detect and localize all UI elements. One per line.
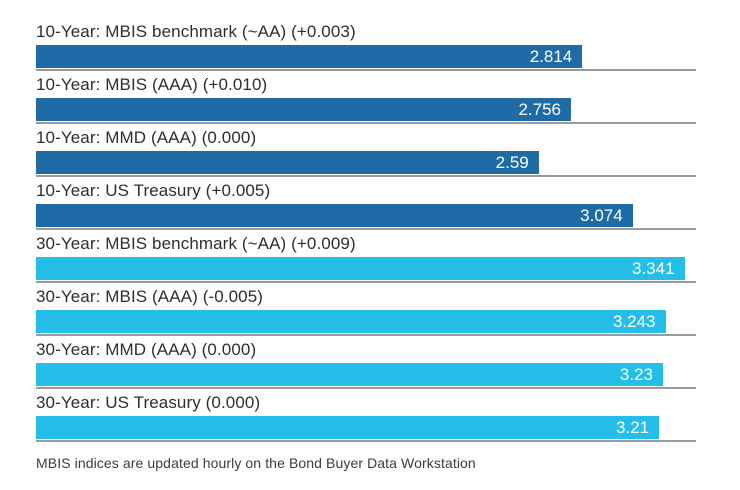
bar-track: 3.21: [36, 416, 696, 439]
bar-track: 2.814: [36, 45, 696, 68]
chart-row: 10-Year: US Treasury (+0.005) 3.074: [36, 177, 696, 230]
bar-label: 30-Year: MMD (AAA) (0.000): [36, 340, 257, 359]
bar: 3.341: [36, 257, 685, 280]
bar-label: 30-Year: MBIS benchmark (~AA) (+0.009): [36, 234, 356, 253]
bar: 3.23: [36, 363, 663, 386]
bar-track: 3.074: [36, 204, 696, 227]
bar-label: 10-Year: MMD (AAA) (0.000): [36, 128, 257, 147]
row-separator-line: [36, 281, 696, 283]
bar-label: 30-Year: MBIS (AAA) (-0.005): [36, 287, 264, 306]
chart-rows: 10-Year: MBIS benchmark (~AA) (+0.003) 2…: [36, 18, 696, 442]
chart-row: 30-Year: MBIS benchmark (~AA) (+0.009) 3…: [36, 230, 696, 283]
bar-label: 10-Year: MBIS benchmark (~AA) (+0.003): [36, 22, 356, 41]
row-separator-line: [36, 387, 696, 389]
bar-track: 3.243: [36, 310, 696, 333]
bar: 2.756: [36, 98, 571, 121]
bar-value-label: 3.21: [616, 418, 650, 437]
row-separator-line: [36, 175, 696, 177]
bar-track: 2.59: [36, 151, 696, 174]
bar-track: 3.23: [36, 363, 696, 386]
row-separator-line: [36, 228, 696, 230]
bar: 3.243: [36, 310, 666, 333]
bar-value-label: 3.341: [632, 259, 675, 278]
chart-row: 30-Year: US Treasury (0.000) 3.21: [36, 389, 696, 442]
bar-value-label: 3.243: [612, 312, 656, 331]
bar: 2.59: [36, 151, 539, 174]
bar-track: 2.756: [36, 98, 696, 121]
bar-value-label: 2.756: [518, 100, 561, 119]
chart-footnote: MBIS indices are updated hourly on the B…: [36, 455, 476, 471]
bar: 3.21: [36, 416, 660, 439]
bar-value-label: 3.074: [580, 206, 623, 225]
bar-label: 10-Year: US Treasury (+0.005): [36, 181, 271, 200]
row-separator-line: [36, 334, 696, 336]
bar-value-label: 3.23: [619, 365, 653, 384]
chart-row: 10-Year: MMD (AAA) (0.000) 2.59: [36, 124, 696, 177]
bar-value-label: 2.814: [529, 47, 573, 66]
chart-row: 10-Year: MBIS (AAA) (+0.010) 2.756: [36, 71, 696, 124]
bar: 2.814: [36, 45, 583, 68]
chart-row: 10-Year: MBIS benchmark (~AA) (+0.003) 2…: [36, 18, 696, 71]
bar-value-label: 2.59: [495, 153, 529, 172]
bar-label: 30-Year: US Treasury (0.000): [36, 393, 261, 412]
bar-label: 10-Year: MBIS (AAA) (+0.010): [36, 75, 268, 94]
bar-track: 3.341: [36, 257, 696, 280]
row-separator-line: [36, 69, 696, 71]
row-separator-line: [36, 122, 696, 124]
bar: 3.074: [36, 204, 633, 227]
chart-row: 30-Year: MBIS (AAA) (-0.005) 3.243: [36, 283, 696, 336]
row-separator-line: [36, 440, 696, 442]
chart-row: 30-Year: MMD (AAA) (0.000) 3.23: [36, 336, 696, 389]
